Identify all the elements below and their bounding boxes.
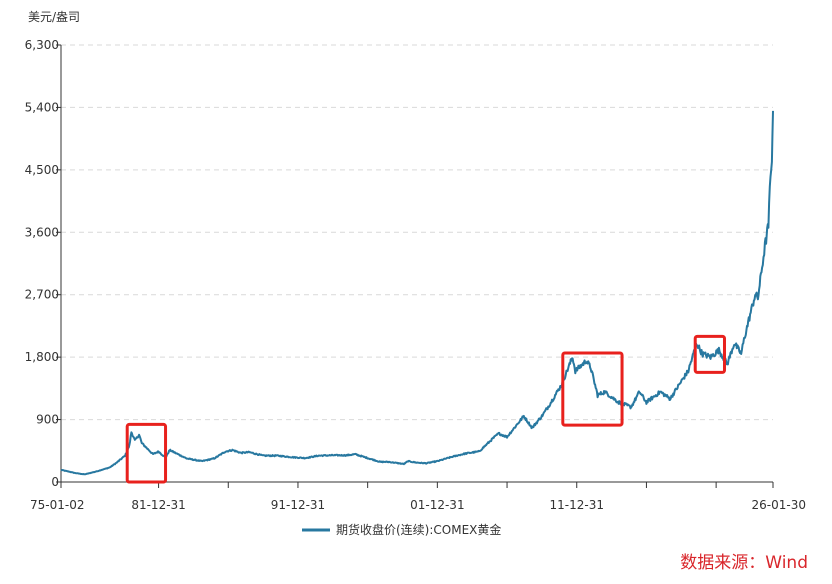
series-lines [60,110,774,476]
y-tick-label: 0 [51,475,59,489]
x-tick-label: 11-12-31 [550,498,604,512]
y-axis-unit-label: 美元/盎司 [28,10,80,24]
y-tick-label: 3,600 [25,225,59,239]
y-tick-label: 6,300 [25,38,59,52]
y-tick-label: 2,700 [25,288,59,302]
data-source: 数据来源：Wind [680,553,808,573]
y-tick-label: 1,800 [25,350,59,364]
y-tick-label: 5,400 [25,100,59,114]
x-tick-label: 26-01-30 [752,498,806,512]
highlight-box [561,351,624,427]
highlight-box [125,422,168,484]
grid-lines [61,44,773,421]
highlight-boxes [125,334,726,484]
y-tick-label: 4,500 [25,163,59,177]
y-tick-label: 900 [36,413,59,427]
x-tick-label: 75-01-02 [30,498,84,512]
axes: 0 900 1,800 2,700 3,600 4,500 5,400 6,300 75-01-… [25,38,806,512]
legend[interactable]: 期货收盘价(连续):COMEX黄金 [302,522,501,537]
series-line [60,110,774,476]
highlight-box [693,334,726,374]
legend-series-name: 期货收盘价(连续):COMEX黄金 [336,522,501,537]
x-tick-label: 81-12-31 [131,498,185,512]
x-tick-label: 91-12-31 [271,498,325,512]
x-tick-label: 01-12-31 [410,498,464,512]
